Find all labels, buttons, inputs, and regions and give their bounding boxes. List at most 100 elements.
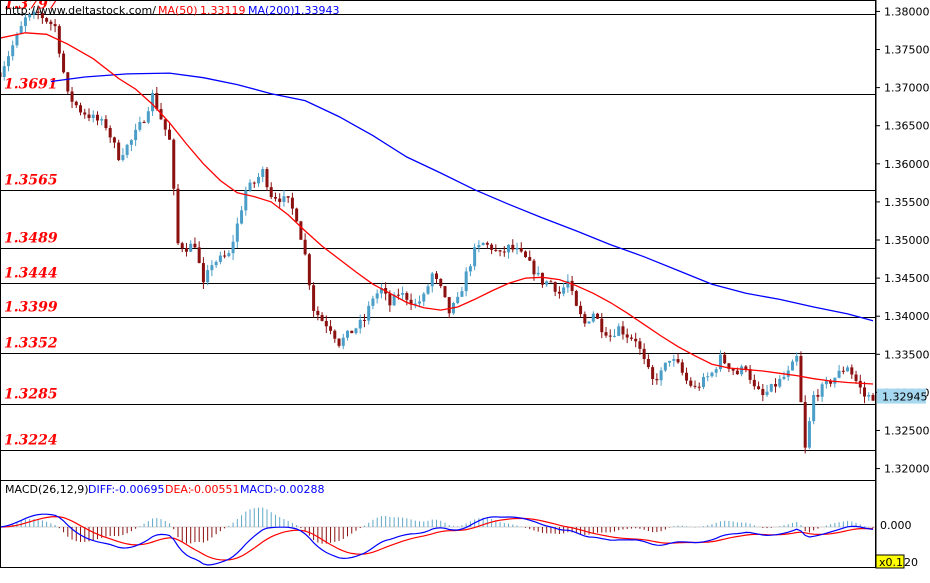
level-label: 1.3352 (4, 336, 58, 352)
candle-bear (40, 13, 44, 19)
candle-bull (218, 255, 222, 262)
candle-bull (358, 319, 362, 329)
candle-bull (19, 26, 23, 34)
candle-bear (748, 369, 752, 380)
candle-bear (519, 248, 523, 252)
level-label: 1.3285 (4, 387, 58, 403)
level-label: 1.3691 (4, 77, 58, 93)
candle-bear (193, 243, 197, 248)
candle-bear (757, 386, 761, 390)
candle-bull (6, 56, 10, 67)
ma200-label: MA(200) (248, 4, 295, 17)
candle-bull (837, 370, 841, 378)
candle-bull (812, 395, 816, 422)
macd-zero-tick: 0.000 (880, 519, 912, 532)
candle-bear (697, 386, 701, 388)
candle-bull (346, 330, 350, 338)
macd-dea-label: DEA: (165, 483, 191, 496)
y-tick-label: 1.35500 (884, 196, 930, 209)
candle-bear (299, 221, 303, 240)
candle-bull (100, 119, 104, 121)
candle-bear (871, 395, 875, 401)
candle-bear (735, 370, 739, 375)
candle-bull (790, 361, 794, 371)
candle-bear (79, 105, 83, 113)
candle-bear (87, 114, 91, 118)
candle-bull (248, 182, 252, 191)
candle-bull (507, 244, 511, 253)
macd-scale-tag[interactable] (875, 554, 905, 569)
candle-bear (761, 389, 765, 396)
candle-bull (765, 391, 769, 396)
candle-bear (685, 372, 689, 381)
candle-bear (62, 53, 66, 73)
candle-bear (278, 198, 282, 202)
candle-bull (210, 265, 214, 271)
candle-bull (151, 93, 155, 112)
candle-bear (49, 21, 53, 25)
candle-bear (540, 272, 544, 285)
candle-bull (214, 261, 218, 266)
ma200-value: 1.33943 (294, 4, 340, 17)
y-tick-label: 1.37500 (884, 44, 930, 57)
candle-bull (418, 301, 422, 304)
candle-bear (53, 24, 57, 27)
candle-bull (786, 370, 790, 377)
candle-bear (689, 380, 693, 386)
level-label: 1.3797 (4, 0, 58, 13)
candle-bull (206, 270, 210, 283)
candle-bull (587, 321, 591, 324)
candle-bear (439, 278, 443, 287)
level-label: 1.3444 (4, 266, 58, 282)
candle-bear (634, 338, 638, 342)
candle-bear (642, 348, 646, 359)
candle-bear (95, 114, 99, 121)
candle-bull (867, 395, 871, 397)
candle-bear (66, 72, 70, 92)
candle-bull (121, 154, 125, 161)
ma50-value: 1.33119 (200, 4, 246, 17)
ma50-line (0, 32, 874, 385)
candle-bear (841, 370, 845, 372)
candle-bear (320, 314, 324, 321)
candle-bull (129, 140, 133, 145)
candle-bear (532, 260, 536, 275)
candle-bear (596, 313, 600, 319)
candle-bear (163, 119, 167, 130)
site-url[interactable]: http://www.deltastock.com/ (5, 4, 156, 17)
candle-bear (850, 367, 854, 375)
candle-bear (858, 380, 862, 388)
candle-bear (494, 249, 498, 251)
candle-bull (146, 111, 150, 123)
candle-bear (350, 330, 354, 334)
candle-bear (600, 318, 604, 333)
candle-bear (324, 320, 328, 327)
candle-bear (286, 196, 290, 198)
candle-bear (549, 281, 553, 283)
candle-bear (744, 366, 748, 370)
candle-bear (646, 358, 650, 368)
candle-bear (625, 334, 629, 338)
candle-bull (545, 281, 549, 285)
candle-bear (388, 293, 392, 306)
candle-bear (405, 293, 409, 300)
candle-bull (795, 355, 799, 362)
candle-bear (74, 101, 78, 106)
candle-bear (155, 93, 159, 110)
candle-bear (83, 112, 87, 115)
level-label: 1.3224 (4, 433, 58, 449)
candle-bull (413, 303, 417, 305)
candle-bear (723, 354, 727, 364)
candle-bear (409, 299, 413, 305)
candle-bull (11, 45, 15, 57)
candle-bull (91, 114, 95, 118)
candle-bull (282, 196, 286, 202)
candle-bear (608, 335, 612, 337)
candle-bear (142, 121, 146, 123)
candle-bear (553, 282, 557, 292)
candle-bull (468, 266, 472, 272)
candle-bear (197, 247, 201, 264)
candle-bear (337, 338, 341, 346)
candle-bear (295, 208, 299, 222)
macd-hist-value: -0.00288 (275, 483, 324, 496)
